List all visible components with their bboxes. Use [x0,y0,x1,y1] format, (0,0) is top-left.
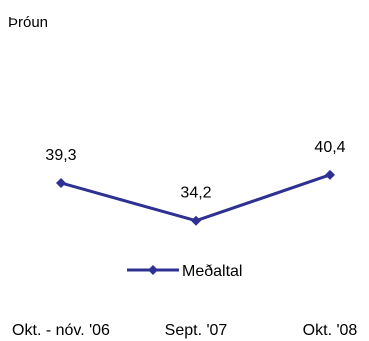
data-label: 40,4 [314,139,345,156]
data-point [191,215,201,226]
x-tick-label: Okt. '08 [303,322,358,339]
plot-area: 39,3 34,2 40,4 [45,139,346,226]
x-tick-label: Sept. '07 [165,322,228,339]
data-label: 39,3 [45,147,76,164]
data-label: 34,2 [180,185,211,202]
x-tick-label: Okt. - nóv. '06 [12,322,110,339]
legend: Meðaltal [127,263,242,280]
chart-title: Þróun [8,14,48,31]
legend-marker [148,265,158,275]
legend-label: Meðaltal [182,263,242,280]
data-point [56,177,66,188]
data-point [325,169,335,180]
x-axis: Okt. - nóv. '06 Sept. '07 Okt. '08 [12,322,357,339]
